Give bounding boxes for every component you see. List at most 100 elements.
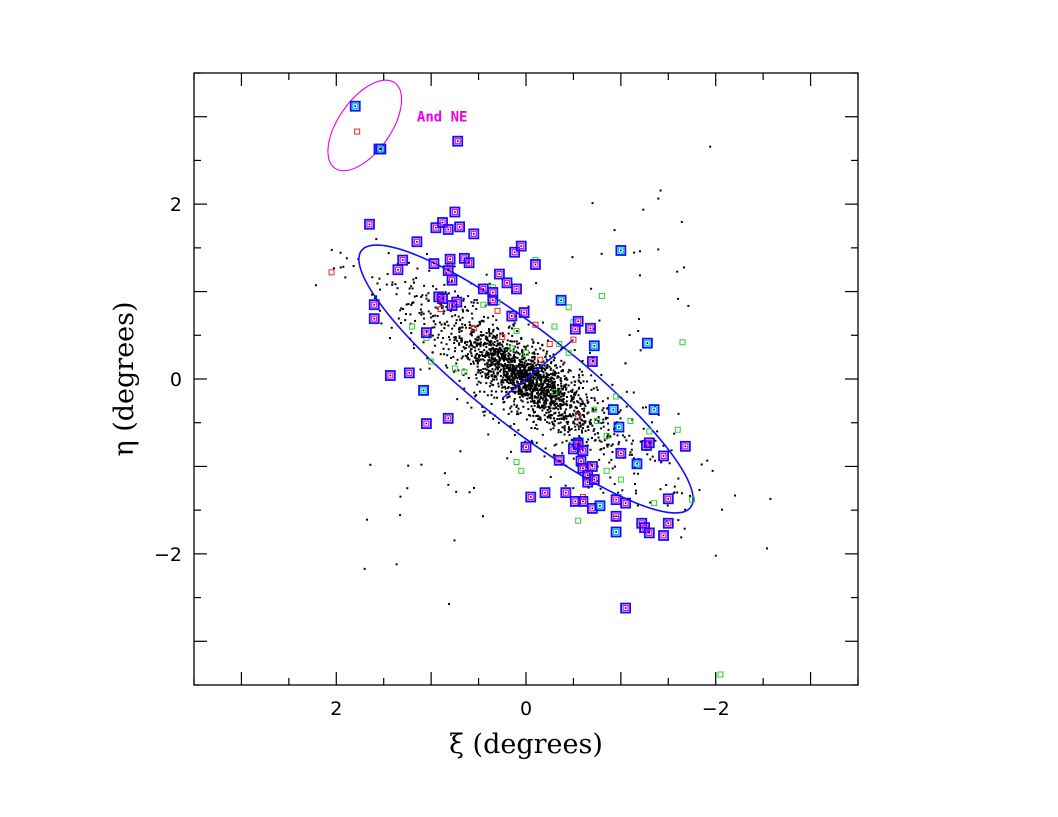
data-point [543, 455, 546, 458]
data-point [673, 485, 676, 488]
data-point [517, 389, 520, 392]
data-point [505, 376, 508, 379]
cyan-square-inner [591, 342, 598, 349]
purple-square [468, 228, 480, 240]
data-point [567, 391, 570, 394]
purple-square [588, 474, 600, 485]
data-point [602, 418, 605, 421]
data-point [396, 287, 399, 290]
purple-square-inner [682, 443, 689, 450]
purple-square-dot [492, 299, 494, 302]
data-point [537, 417, 540, 420]
data-point [554, 397, 557, 400]
data-point [442, 347, 445, 350]
data-point [482, 315, 485, 318]
data-point [477, 354, 480, 357]
data-point [554, 370, 557, 373]
data-point [577, 413, 580, 416]
data-point [411, 287, 414, 290]
data-point [492, 370, 495, 373]
data-point [591, 408, 594, 411]
data-point [659, 488, 662, 491]
data-point [491, 347, 494, 350]
data-point [565, 396, 568, 399]
data-point [714, 554, 717, 557]
data-point [536, 401, 539, 404]
data-point [516, 413, 519, 416]
data-point [537, 370, 540, 373]
data-point [555, 366, 558, 369]
data-point [515, 372, 518, 375]
data-point [534, 373, 537, 376]
data-point [533, 358, 536, 361]
data-point [582, 386, 585, 389]
data-point [436, 336, 439, 339]
data-point [378, 277, 381, 280]
data-point [492, 330, 495, 333]
purple-square [506, 310, 518, 322]
data-point [491, 368, 494, 371]
data-point [670, 449, 673, 452]
data-point [550, 400, 553, 403]
data-point [525, 372, 528, 375]
data-point [410, 303, 413, 306]
data-point [458, 343, 461, 346]
data-point [584, 421, 587, 424]
purple-square-inner [587, 325, 594, 332]
data-point [498, 357, 501, 360]
data-point [496, 396, 499, 399]
data-point [576, 423, 579, 426]
data-point [542, 394, 545, 397]
data-point [536, 377, 539, 380]
data-point [554, 364, 557, 367]
data-point [587, 401, 590, 404]
purple-square-inner [622, 500, 629, 507]
data-point [495, 362, 498, 365]
data-point [440, 329, 443, 332]
data-point [522, 358, 525, 361]
purple-square-dot [441, 221, 444, 224]
data-point [511, 386, 514, 389]
data-point [582, 427, 585, 430]
data-point [533, 387, 536, 390]
data-point [483, 341, 486, 344]
data-point [412, 347, 415, 350]
data-point [636, 504, 639, 507]
data-point [519, 411, 522, 414]
ne-ellipse [327, 79, 403, 172]
purple-square-dot [441, 297, 444, 300]
cyan-square [594, 500, 606, 512]
data-point [408, 287, 411, 290]
data-point [570, 438, 573, 441]
data-point [591, 424, 594, 427]
data-point [518, 384, 521, 387]
data-point [520, 363, 523, 366]
data-point [497, 385, 500, 388]
purple-square-dot [373, 317, 376, 320]
data-point [490, 344, 493, 347]
data-point [530, 405, 533, 408]
data-point [464, 340, 467, 343]
cyan-square-inner [633, 460, 641, 468]
purple-square [658, 530, 669, 541]
data-point [537, 372, 540, 375]
data-point [542, 374, 545, 377]
data-point [509, 378, 512, 381]
data-point [522, 392, 525, 395]
data-point [462, 346, 465, 349]
data-point [554, 406, 557, 409]
green-square [480, 301, 487, 308]
data-point [549, 367, 552, 370]
data-point [513, 378, 516, 381]
data-point [521, 349, 524, 352]
data-point [512, 365, 515, 368]
cyan-square-dot [618, 426, 620, 428]
data-point [457, 369, 460, 372]
data-point [502, 355, 505, 358]
data-point [533, 410, 536, 413]
data-point [464, 346, 467, 349]
data-point [516, 343, 519, 346]
data-point [394, 283, 397, 286]
data-point [524, 393, 527, 396]
data-point [570, 400, 573, 403]
